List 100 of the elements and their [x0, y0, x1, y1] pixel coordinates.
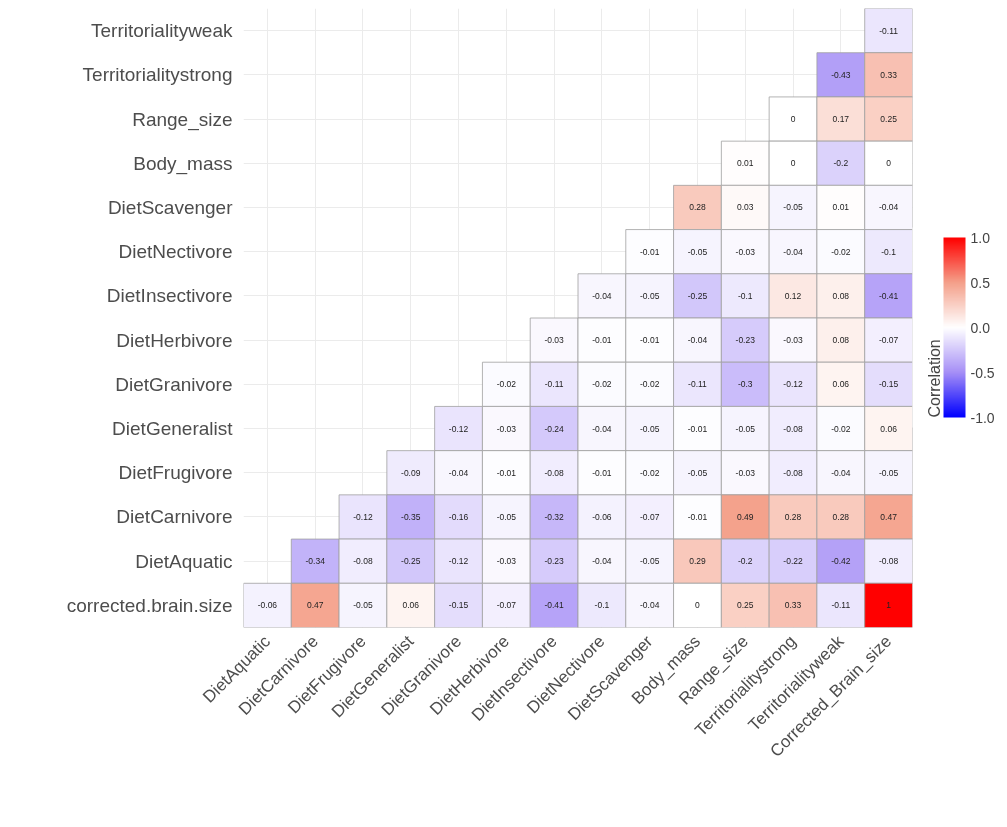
data-label: -0.23: [735, 335, 756, 346]
data-label: -0.03: [496, 423, 517, 434]
data-label: 0: [695, 600, 701, 611]
y-tick-label: DietGeneralist: [112, 418, 234, 440]
data-label: 1: [886, 600, 892, 611]
data-label: 0.01: [832, 202, 850, 213]
data-label: 0: [886, 158, 892, 169]
data-label: -0.09: [401, 467, 421, 478]
data-label: -0.41: [544, 600, 565, 611]
data-label: -0.02: [592, 379, 612, 390]
data-label: 0.12: [784, 290, 802, 301]
data-label: -0.04: [592, 556, 612, 567]
data-label: -0.05: [735, 423, 756, 434]
data-label: -0.08: [783, 467, 803, 478]
data-label: 0.47: [306, 600, 324, 611]
data-label: 0.25: [736, 600, 754, 611]
data-label: -0.02: [831, 423, 851, 434]
data-label: -0.11: [879, 25, 899, 36]
data-label: -0.03: [544, 335, 565, 346]
data-label: 0.08: [832, 335, 850, 346]
data-label: -0.02: [639, 379, 660, 390]
y-tick-label: DietNectivore: [118, 241, 233, 263]
data-label: -0.3: [737, 379, 753, 390]
data-label: -0.05: [639, 290, 660, 301]
data-label: -0.12: [448, 423, 469, 434]
data-label: -0.04: [687, 335, 708, 346]
data-label: -0.12: [353, 511, 373, 522]
data-label: -0.05: [496, 511, 517, 522]
data-label: -0.03: [735, 246, 756, 257]
data-label: -0.04: [783, 246, 803, 257]
data-label: -0.04: [592, 290, 612, 301]
data-label: -0.05: [878, 467, 899, 478]
color-bar-label: -1.0: [970, 409, 995, 426]
data-label: 0.33: [784, 600, 802, 611]
y-tick-label: Territorialityweak: [91, 20, 233, 42]
data-label: -0.05: [639, 556, 660, 567]
y-tick-label: DietFrugivore: [118, 462, 233, 484]
data-label: 0.17: [832, 114, 850, 125]
data-label: 0.06: [402, 600, 420, 611]
data-label: 0.28: [689, 202, 707, 213]
data-label: -0.07: [496, 600, 517, 611]
data-label: -0.25: [687, 290, 708, 301]
data-label: -0.05: [353, 600, 373, 611]
data-label: 0.06: [880, 423, 898, 434]
data-label: -0.04: [878, 202, 899, 213]
data-label: -0.16: [448, 511, 469, 522]
color-bar-label: 0.0: [970, 319, 991, 336]
data-label: 0.08: [832, 290, 850, 301]
y-tick-label: DietInsectivore: [106, 285, 233, 307]
data-label: -0.07: [878, 335, 899, 346]
data-label: -0.01: [639, 335, 660, 346]
data-label: -0.01: [592, 335, 612, 346]
data-label: 0.06: [832, 379, 850, 390]
data-label: -0.11: [688, 379, 708, 390]
data-label: -0.12: [448, 556, 469, 567]
data-label: -0.01: [687, 511, 708, 522]
data-label: -0.08: [783, 423, 803, 434]
y-tick-label: DietCarnivore: [116, 506, 233, 528]
y-tick-label: Range_size: [132, 108, 233, 131]
data-label: 0.28: [784, 511, 802, 522]
data-label: -0.05: [783, 202, 803, 213]
data-label: -0.02: [831, 246, 851, 257]
data-label: -0.11: [831, 600, 851, 611]
data-label: 0.49: [736, 511, 754, 522]
color-bar-title: Correlation: [925, 339, 943, 418]
data-label: 0.25: [880, 114, 898, 125]
data-label: 0.28: [832, 511, 850, 522]
y-tick-label: DietGranivore: [115, 373, 233, 395]
data-label: -0.05: [687, 246, 708, 257]
color-bar-label: -0.5: [970, 364, 995, 381]
data-label: -0.43: [831, 69, 851, 80]
data-label: -0.01: [592, 467, 612, 478]
y-tick-label: DietScavenger: [107, 196, 234, 218]
data-label: 0.47: [880, 511, 898, 522]
color-bar-label: 1.0: [970, 229, 991, 246]
data-label: -0.41: [878, 290, 899, 301]
y-tick-label: corrected.brain.size: [66, 594, 233, 616]
data-label: -0.2: [833, 158, 849, 169]
data-label: -0.02: [496, 379, 517, 390]
data-label: -0.05: [639, 423, 660, 434]
data-label: -0.08: [878, 556, 899, 567]
y-tick-label: DietHerbivore: [116, 329, 233, 351]
data-label: -0.22: [783, 556, 803, 567]
data-label: -0.24: [544, 423, 565, 434]
y-tick-label: Body_mass: [133, 152, 233, 175]
data-label: -0.01: [639, 246, 660, 257]
data-label: -0.03: [735, 467, 756, 478]
data-label: -0.1: [881, 246, 897, 257]
color-bar-label: 0.5: [970, 274, 991, 291]
data-label: -0.08: [353, 556, 373, 567]
data-label: 0.01: [736, 158, 754, 169]
data-label: -0.1: [737, 290, 753, 301]
data-label: 0.03: [736, 202, 754, 213]
data-label: 0: [790, 114, 796, 125]
data-label: -0.15: [878, 379, 899, 390]
data-label: -0.04: [639, 600, 660, 611]
data-label: -0.04: [592, 423, 612, 434]
data-label: -0.1: [594, 600, 610, 611]
data-label: -0.05: [687, 467, 708, 478]
data-label: -0.15: [448, 600, 469, 611]
